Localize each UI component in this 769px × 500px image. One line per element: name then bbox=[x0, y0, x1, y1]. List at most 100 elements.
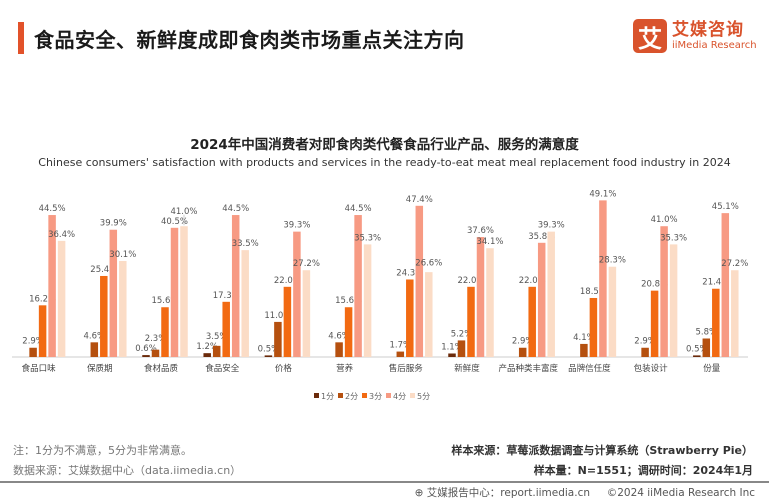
copyright: ©2024 iiMedia Research Inc bbox=[606, 487, 755, 499]
data-label: 1.1% bbox=[441, 342, 463, 352]
data-label: 22.0% bbox=[274, 276, 301, 286]
bar bbox=[231, 215, 240, 357]
bar bbox=[363, 244, 372, 357]
bar bbox=[119, 260, 127, 357]
data-label: 33.5% bbox=[232, 239, 259, 249]
legend-swatch bbox=[386, 393, 391, 398]
bar bbox=[415, 205, 424, 357]
data-label: 15.6% bbox=[151, 296, 178, 306]
data-label: 45.1% bbox=[712, 202, 739, 212]
bar bbox=[712, 288, 720, 357]
data-label: 2.9% bbox=[22, 337, 44, 347]
data-label: 44.5% bbox=[39, 204, 66, 214]
data-label: 39.3% bbox=[538, 221, 565, 231]
bar bbox=[702, 338, 711, 357]
bar bbox=[537, 242, 546, 357]
bar bbox=[241, 250, 249, 357]
data-label: 4.6% bbox=[83, 331, 105, 341]
bar bbox=[589, 297, 598, 357]
data-label: 4.1% bbox=[573, 333, 595, 343]
footer-divider bbox=[0, 481, 769, 483]
data-label: 2.9% bbox=[512, 337, 534, 347]
data-label: 24.3% bbox=[396, 268, 423, 278]
data-label: 44.5% bbox=[222, 204, 249, 214]
bar bbox=[448, 353, 456, 357]
data-label: 28.3% bbox=[599, 256, 626, 266]
bar bbox=[660, 226, 668, 357]
bar bbox=[396, 351, 405, 357]
bar bbox=[222, 301, 230, 357]
data-label: 44.5% bbox=[345, 204, 372, 214]
legend-swatch bbox=[362, 393, 367, 398]
bar bbox=[335, 342, 343, 357]
data-label: 11.0% bbox=[264, 311, 291, 321]
bar bbox=[547, 231, 555, 357]
x-tick-label: 价格 bbox=[275, 363, 293, 374]
data-label: 0.5% bbox=[258, 344, 280, 354]
legend-label: 5分 bbox=[417, 392, 430, 401]
data-label: 15.6% bbox=[335, 296, 362, 306]
data-label: 22.0% bbox=[519, 276, 546, 286]
chart-title: 2024年中国消费者对即食肉类代餐食品行业产品、服务的满意度 bbox=[190, 137, 579, 153]
bar bbox=[467, 286, 475, 357]
chart-subtitle: Chinese consumers' satisfaction with pro… bbox=[38, 156, 731, 169]
data-label: 25.4% bbox=[90, 265, 117, 275]
data-label: 1.2% bbox=[196, 342, 218, 352]
bar bbox=[669, 244, 678, 357]
bar bbox=[57, 240, 66, 357]
x-tick-label: 售后服务 bbox=[389, 363, 424, 374]
bar bbox=[302, 270, 311, 357]
footer: ⊕ 艾媒报告中心：report.iimedia.cn ©2024 iiMedia… bbox=[415, 485, 755, 500]
bar bbox=[29, 347, 37, 357]
data-label: 39.9% bbox=[100, 219, 127, 229]
bar bbox=[731, 270, 739, 357]
bar bbox=[142, 355, 150, 357]
x-tick-label: 食品口味 bbox=[22, 363, 57, 374]
data-label: 20.8% bbox=[641, 280, 668, 290]
legend-label: 1分 bbox=[321, 392, 334, 401]
bar bbox=[580, 343, 588, 357]
bar bbox=[100, 275, 108, 357]
data-label: 49.1% bbox=[589, 189, 616, 199]
logo-en: iiMedia Research bbox=[672, 39, 757, 51]
bar bbox=[599, 200, 607, 357]
data-label: 41.0% bbox=[651, 215, 678, 225]
bar bbox=[344, 307, 353, 357]
bar bbox=[38, 305, 47, 357]
data-label: 0.6% bbox=[135, 344, 157, 354]
x-tick-label: 新鲜度 bbox=[454, 363, 480, 374]
data-label: 17.3% bbox=[213, 291, 240, 301]
data-label: 1.7% bbox=[389, 341, 411, 351]
data-label: 35.8% bbox=[528, 232, 555, 242]
bar bbox=[518, 347, 527, 357]
x-tick-label: 食材品质 bbox=[144, 363, 179, 374]
bar bbox=[212, 345, 221, 357]
bar bbox=[264, 355, 273, 357]
x-tick-label: 份量 bbox=[703, 363, 721, 374]
bar bbox=[274, 321, 282, 357]
data-label: 37.6% bbox=[467, 226, 494, 236]
data-label: 22.0% bbox=[457, 276, 484, 286]
legend-label: 3分 bbox=[369, 392, 382, 401]
data-label: 5.8% bbox=[695, 327, 717, 337]
data-label: 27.2% bbox=[293, 259, 320, 269]
data-label: 3.5% bbox=[206, 332, 228, 342]
data-label: 0.5% bbox=[686, 344, 708, 354]
data-label: 21.4% bbox=[702, 278, 729, 288]
data-label: 16.2% bbox=[29, 294, 56, 304]
data-label: 39.3% bbox=[283, 221, 310, 231]
x-tick-label: 营养 bbox=[336, 363, 354, 374]
bar bbox=[528, 286, 536, 357]
bar bbox=[406, 279, 414, 357]
data-label: 18.5% bbox=[580, 287, 607, 297]
x-tick-label: 品牌信任度 bbox=[568, 363, 611, 374]
bar bbox=[693, 355, 701, 357]
bar bbox=[354, 215, 362, 357]
report-link[interactable]: 艾媒报告中心：report.iimedia.cn bbox=[426, 487, 590, 499]
data-label: 35.3% bbox=[660, 233, 687, 243]
data-label: 47.4% bbox=[406, 195, 433, 205]
data-source: 数据来源：艾媒数据中心（data.iimedia.cn） bbox=[13, 464, 242, 477]
bar bbox=[650, 290, 659, 357]
globe-icon: ⊕ bbox=[414, 487, 424, 499]
legend-label: 2分 bbox=[345, 392, 358, 401]
